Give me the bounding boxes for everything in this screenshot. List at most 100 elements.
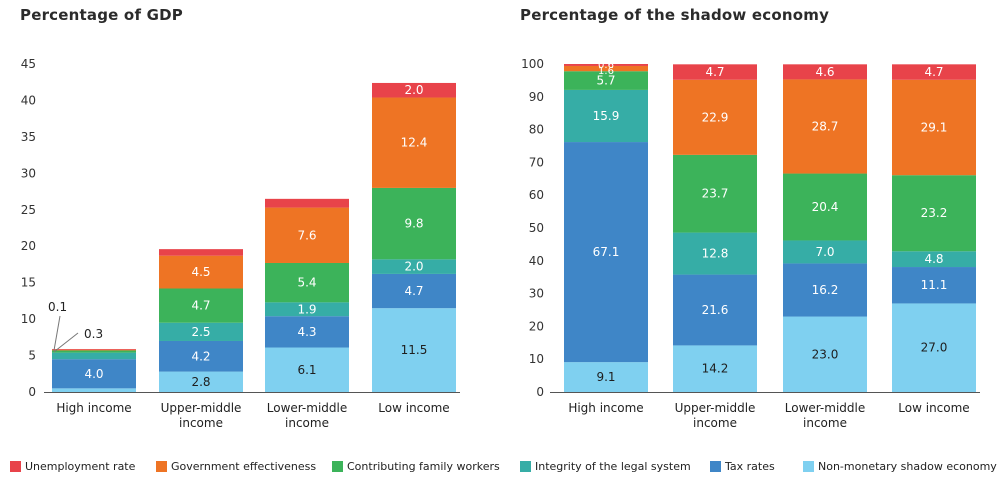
shadow-bar-segment-government bbox=[892, 79, 976, 176]
gdp-bar-segment-tax bbox=[372, 273, 456, 309]
legend-swatch bbox=[10, 461, 21, 472]
gdp-annotation-leader-line bbox=[53, 315, 61, 351]
shadow-category-label: Upper-middle income bbox=[675, 401, 756, 430]
shadow-bar-segment-legal bbox=[892, 251, 976, 268]
shadow-y-tick-label: 70 bbox=[529, 155, 544, 169]
gdp-bar-segment-family bbox=[52, 350, 136, 353]
shadow-value-label: 9.1 bbox=[596, 370, 615, 384]
legend-item-unemployment: Unemployment rate bbox=[10, 460, 135, 473]
shadow-bar-segment-unemployment bbox=[892, 64, 976, 80]
shadow-y-tick-label: 100 bbox=[521, 57, 544, 71]
gdp-bar-segment-unemployment bbox=[265, 198, 349, 208]
gdp-value-label: 2.0 bbox=[404, 260, 423, 274]
gdp-bar-segment-family bbox=[159, 288, 243, 323]
gdp-y-tick-label: 45 bbox=[21, 57, 36, 71]
shadow-bar-segment-nonmonetary bbox=[564, 362, 648, 392]
gdp-value-label: 9.8 bbox=[404, 217, 423, 231]
gdp-annotation-label: 0.1 bbox=[48, 300, 67, 314]
gdp-bar-segment-nonmonetary bbox=[265, 347, 349, 392]
gdp-y-tick-label: 35 bbox=[21, 130, 36, 144]
shadow-bar-segment-family bbox=[892, 175, 976, 252]
left-chart-title: Percentage of GDP bbox=[20, 6, 183, 24]
gdp-bar-segment-government bbox=[265, 207, 349, 263]
right-chart-title: Percentage of the shadow economy bbox=[520, 6, 830, 24]
gdp-value-label: 12.4 bbox=[401, 136, 428, 150]
shadow-bar-segment-family bbox=[564, 71, 648, 90]
shadow-bar-segment-tax bbox=[892, 267, 976, 304]
gdp-bar-segment-nonmonetary bbox=[159, 371, 243, 392]
legend-label: Unemployment rate bbox=[25, 460, 136, 473]
legend-swatch bbox=[156, 461, 167, 472]
gdp-value-label: 4.5 bbox=[191, 265, 210, 279]
gdp-bar-segment-government bbox=[159, 255, 243, 289]
legend: Unemployment rate Government effectivenes… bbox=[10, 460, 997, 476]
shadow-bar-segment-nonmonetary bbox=[673, 345, 757, 392]
gdp-bar-segment-legal bbox=[52, 352, 136, 360]
gdp-bar-segment-unemployment bbox=[52, 348, 136, 350]
gdp-y-tick-label: 30 bbox=[21, 166, 36, 180]
gdp-category-label: Low income bbox=[378, 401, 449, 415]
shadow-y-tick-label: 80 bbox=[529, 123, 544, 137]
shadow-bar-segment-nonmonetary bbox=[892, 303, 976, 392]
gdp-bar-segment-tax bbox=[265, 316, 349, 348]
gdp-category-label: High income bbox=[56, 401, 131, 415]
gdp-y-tick-label: 20 bbox=[21, 239, 36, 253]
gdp-value-label: 4.0 bbox=[84, 367, 103, 381]
shadow-bar-segment-government bbox=[564, 65, 648, 72]
shadow-bar-segment-legal bbox=[564, 89, 648, 143]
legend-label: Contributing family workers bbox=[347, 460, 500, 473]
gdp-annotation-leader-line bbox=[53, 332, 79, 353]
gdp-bar-segment-legal bbox=[159, 322, 243, 341]
shadow-y-tick-label: 0 bbox=[536, 385, 544, 399]
shadow-bar-segment-legal bbox=[673, 232, 757, 275]
shadow-value-label: 4.8 bbox=[924, 252, 943, 266]
shadow-value-label: 4.7 bbox=[924, 65, 943, 79]
gdp-value-label: 5.4 bbox=[297, 276, 316, 290]
gdp-bar-segment-legal bbox=[265, 302, 349, 317]
gdp-bar-segment-unemployment bbox=[159, 249, 243, 256]
gdp-bar-segment-nonmonetary bbox=[52, 388, 136, 392]
shadow-bar-segment-nonmonetary bbox=[783, 316, 867, 392]
gdp-bar-segment-tax bbox=[159, 340, 243, 372]
shadow-y-tick-label: 60 bbox=[529, 188, 544, 202]
shadow-y-tick-label: 30 bbox=[529, 287, 544, 301]
legend-item-legal: Integrity of the legal system bbox=[520, 460, 691, 473]
shadow-bar-segment-unemployment bbox=[783, 64, 867, 80]
shadow-bar-segment-legal bbox=[783, 240, 867, 264]
shadow-value-label: 16.2 bbox=[812, 283, 839, 297]
shadow-value-label: 20.4 bbox=[812, 200, 839, 214]
shadow-y-tick-label: 40 bbox=[529, 254, 544, 268]
gdp-value-label: 7.6 bbox=[297, 228, 316, 242]
shadow-y-tick-label: 10 bbox=[529, 352, 544, 366]
shadow-value-label: 29.1 bbox=[921, 120, 948, 134]
gdp-bar-segment-tax bbox=[52, 359, 136, 389]
shadow-bar-segment-family bbox=[783, 173, 867, 241]
gdp-category-label: Lower-middle income bbox=[267, 401, 347, 430]
shadow-value-label: 23.7 bbox=[702, 187, 729, 201]
shadow-value-label: 12.8 bbox=[702, 247, 729, 261]
shadow-value-label: 5.7 bbox=[596, 74, 615, 88]
shadow-bar-segment-tax bbox=[564, 142, 648, 363]
gdp-y-tick-label: 10 bbox=[21, 312, 36, 326]
shadow-value-label: 15.9 bbox=[593, 109, 620, 123]
gdp-value-label: 2.0 bbox=[404, 83, 423, 97]
shadow-bar-segment-tax bbox=[673, 274, 757, 346]
gdp-value-label: 4.3 bbox=[297, 325, 316, 339]
gdp-bar-segment-family bbox=[265, 262, 349, 303]
legend-swatch bbox=[520, 461, 531, 472]
legend-item-tax: Tax rates bbox=[710, 460, 775, 473]
legend-item-government: Government effectiveness bbox=[156, 460, 316, 473]
shadow-bar-segment-government bbox=[673, 79, 757, 155]
gdp-value-label: 4.7 bbox=[404, 284, 423, 298]
shadow-category-label: High income bbox=[568, 401, 643, 415]
shadow-y-tick-label: 90 bbox=[529, 90, 544, 104]
gdp-value-label: 4.2 bbox=[191, 349, 210, 363]
gdp-stacked-bar-chart: 0 5 10 15 20 25 30 35 40 45 4.0 High income 2.8 4.2 2.… bbox=[21, 57, 460, 430]
shadow-bar-segment-family bbox=[673, 154, 757, 233]
legend-swatch bbox=[710, 461, 721, 472]
legend-label: Non-monetary shadow economy bbox=[818, 460, 997, 473]
gdp-value-label: 11.5 bbox=[401, 343, 428, 357]
shadow-value-label: 4.7 bbox=[705, 65, 724, 79]
legend-label: Tax rates bbox=[725, 460, 775, 473]
